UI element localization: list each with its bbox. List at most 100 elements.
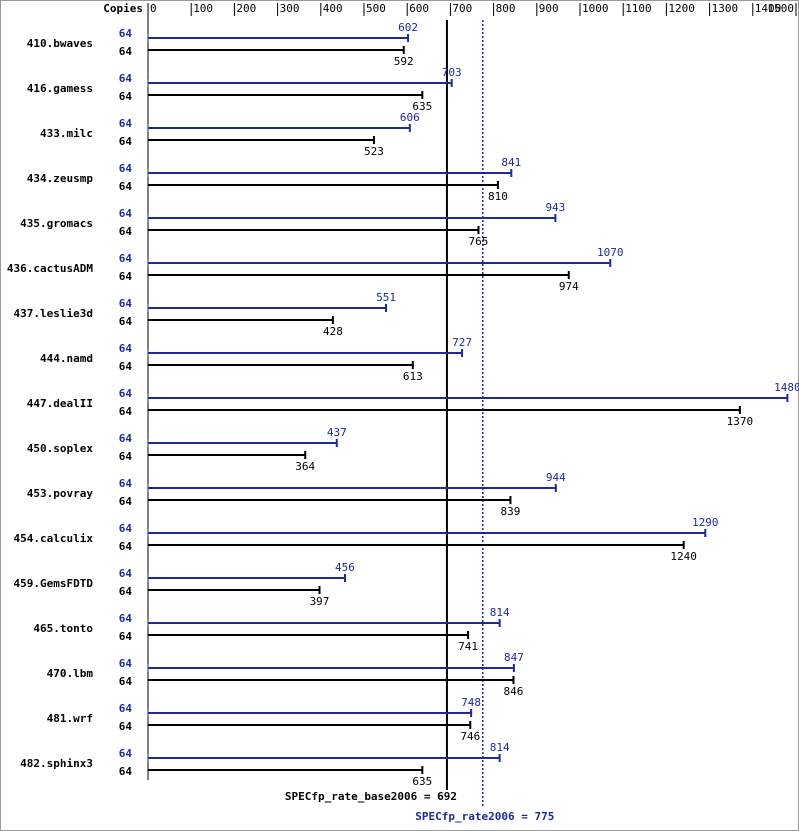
copies-label: 64: [119, 315, 133, 328]
category-label: 434.zeusmp: [27, 172, 94, 185]
copies-label: 64: [119, 720, 133, 733]
copies-label: 64: [119, 45, 133, 58]
value-label: 746: [460, 730, 480, 743]
category-label: 444.namd: [40, 352, 93, 365]
copies-label: 64: [119, 540, 133, 553]
x-tick-label: 1200: [668, 2, 695, 15]
x-tick-label: 400: [323, 2, 343, 15]
category-label: 470.lbm: [47, 667, 94, 680]
copies-label: 64: [119, 297, 133, 310]
value-label: 1290: [692, 516, 719, 529]
copies-label: 64: [119, 432, 133, 445]
x-tick-label: 600: [409, 2, 429, 15]
category-label: 450.soplex: [27, 442, 94, 455]
copies-label: 64: [119, 405, 133, 418]
copies-label: 64: [119, 630, 133, 643]
value-label: 602: [398, 21, 418, 34]
copies-label: 64: [119, 180, 133, 193]
value-label: 974: [559, 280, 579, 293]
x-tick-label: 1500: [768, 2, 795, 15]
copies-label: 64: [119, 117, 133, 130]
value-label: 1070: [597, 246, 624, 259]
copies-label: 64: [119, 252, 133, 265]
category-label: 453.povray: [27, 487, 94, 500]
copies-label: 64: [119, 90, 133, 103]
value-label: 523: [364, 145, 384, 158]
value-label: 1240: [670, 550, 697, 563]
value-label: 703: [442, 66, 462, 79]
value-label: 1480: [774, 381, 799, 394]
value-label: 814: [490, 606, 510, 619]
category-label: 481.wrf: [47, 712, 93, 725]
copies-label: 64: [119, 657, 133, 670]
copies-label: 64: [119, 162, 133, 175]
value-label: 635: [412, 100, 432, 113]
value-label: 741: [458, 640, 478, 653]
value-label: 839: [501, 505, 521, 518]
value-label: 397: [310, 595, 330, 608]
value-label: 943: [545, 201, 565, 214]
value-label: 841: [501, 156, 521, 169]
value-label: 727: [452, 336, 472, 349]
category-label: 410.bwaves: [27, 37, 93, 50]
value-label: 748: [461, 696, 481, 709]
x-tick-label: 200: [236, 2, 256, 15]
value-label: 765: [469, 235, 489, 248]
category-label: 435.gromacs: [20, 217, 93, 230]
copies-label: 64: [119, 747, 133, 760]
copies-label: 64: [119, 675, 133, 688]
category-label: 416.gamess: [27, 82, 93, 95]
value-label: 551: [376, 291, 396, 304]
x-tick-label: 0: [150, 2, 157, 15]
value-label: 428: [323, 325, 343, 338]
value-label: 944: [546, 471, 566, 484]
copies-label: 64: [119, 342, 133, 355]
value-label: 613: [403, 370, 423, 383]
copies-header: Copies: [103, 2, 143, 15]
copies-label: 64: [119, 450, 133, 463]
reference-label: SPECfp_rate_base2006 = 692: [285, 790, 457, 803]
copies-label: 64: [119, 612, 133, 625]
category-label: 437.leslie3d: [14, 307, 93, 320]
value-label: 1370: [727, 415, 754, 428]
category-label: 436.cactusADM: [7, 262, 93, 275]
x-tick-label: 800: [496, 2, 516, 15]
x-tick-label: 700: [452, 2, 472, 15]
copies-label: 64: [119, 207, 133, 220]
value-label: 810: [488, 190, 508, 203]
value-label: 437: [327, 426, 347, 439]
copies-label: 64: [119, 585, 133, 598]
category-label: 433.milc: [40, 127, 93, 140]
copies-label: 64: [119, 567, 133, 580]
x-tick-label: 1300: [712, 2, 739, 15]
value-label: 846: [504, 685, 524, 698]
x-tick-label: 1400: [755, 2, 782, 15]
x-tick-label: 100: [193, 2, 213, 15]
x-tick-label: 900: [539, 2, 559, 15]
value-label: 592: [394, 55, 414, 68]
category-label: 482.sphinx3: [20, 757, 93, 770]
copies-label: 64: [119, 225, 133, 238]
copies-label: 64: [119, 270, 133, 283]
copies-label: 64: [119, 135, 133, 148]
value-label: 814: [490, 741, 510, 754]
copies-label: 64: [119, 702, 133, 715]
value-label: 606: [400, 111, 420, 124]
copies-label: 64: [119, 27, 133, 40]
copies-label: 64: [119, 360, 133, 373]
value-label: 456: [335, 561, 355, 574]
copies-label: 64: [119, 387, 133, 400]
copies-label: 64: [119, 522, 133, 535]
copies-label: 64: [119, 72, 133, 85]
x-tick-label: 300: [280, 2, 300, 15]
value-label: 635: [412, 775, 432, 788]
value-label: 364: [295, 460, 315, 473]
x-tick-label: 1000: [582, 2, 609, 15]
copies-label: 64: [119, 765, 133, 778]
value-label: 847: [504, 651, 524, 664]
copies-label: 64: [119, 477, 133, 490]
copies-label: 64: [119, 495, 133, 508]
reference-label: SPECfp_rate2006 = 775: [415, 810, 554, 823]
category-label: 454.calculix: [14, 532, 94, 545]
